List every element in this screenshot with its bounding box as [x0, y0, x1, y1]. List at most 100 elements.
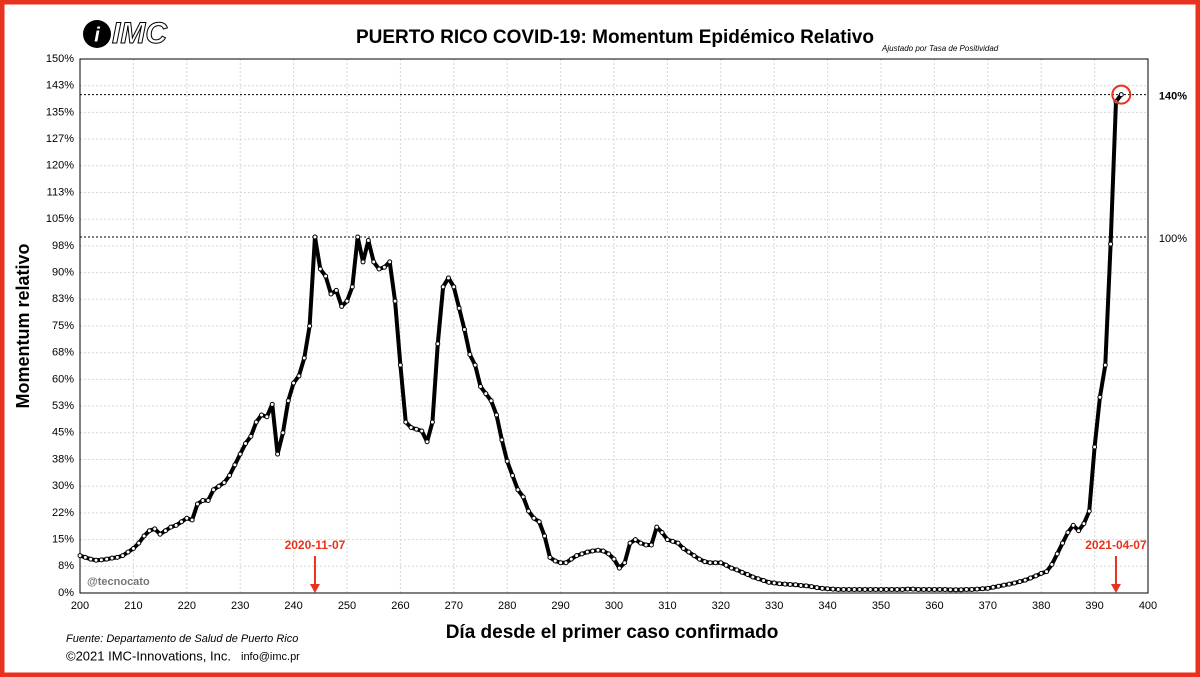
data-point: [547, 554, 553, 560]
data-point: [189, 517, 195, 523]
data-point: [600, 548, 606, 554]
x-tick-label: 390: [1085, 600, 1103, 612]
data-point: [1086, 508, 1092, 514]
data-point: [862, 586, 868, 592]
x-tick-label: 230: [231, 600, 249, 612]
data-point: [451, 284, 457, 290]
data-point: [910, 586, 916, 592]
data-point: [798, 583, 804, 589]
data-point: [344, 298, 350, 304]
data-point: [787, 581, 793, 587]
chart-subtitle: Ajustado por Tasa de Positividad: [881, 44, 999, 53]
x-tick-label: 360: [925, 600, 943, 612]
data-point: [670, 538, 676, 544]
y-tick-label: 68%: [52, 347, 74, 359]
data-point: [120, 553, 126, 559]
data-point: [1081, 521, 1087, 527]
data-point: [809, 584, 815, 590]
data-point: [782, 581, 788, 587]
data-point: [654, 524, 660, 530]
data-point: [739, 569, 745, 575]
data-point: [461, 327, 467, 333]
y-tick-label: 98%: [52, 240, 74, 252]
data-point: [526, 508, 532, 514]
data-point: [381, 264, 387, 270]
marker-arrowhead: [1110, 584, 1121, 593]
data-point: [974, 586, 980, 592]
x-tick-label: 280: [498, 600, 516, 612]
data-point: [1028, 575, 1034, 581]
data-point: [141, 533, 147, 539]
data-point: [499, 437, 505, 443]
data-point: [723, 562, 729, 568]
y-tick-label: 30%: [52, 480, 74, 492]
marker-label: 2020-11-07: [285, 538, 346, 552]
x-tick-label: 210: [124, 600, 142, 612]
data-point: [745, 571, 750, 577]
data-point: [622, 560, 628, 566]
data-point: [931, 586, 937, 592]
data-point: [590, 548, 596, 554]
data-point: [98, 557, 104, 563]
data-point: [104, 556, 110, 562]
highlight-circle: [1111, 84, 1132, 105]
data-point: [494, 412, 500, 418]
y-tick-label: 150%: [46, 53, 74, 65]
data-point: [280, 430, 286, 436]
data-point: [227, 473, 233, 479]
data-point: [1022, 577, 1028, 583]
data-point: [483, 391, 489, 397]
data-point: [478, 384, 483, 390]
data-point: [675, 540, 681, 546]
data-point: [1006, 581, 1012, 587]
data-point: [1060, 540, 1066, 546]
data-point: [851, 586, 857, 592]
data-point: [232, 462, 238, 468]
data-point: [686, 549, 692, 555]
x-tick-label: 350: [872, 600, 890, 612]
data-point: [114, 554, 120, 560]
data-point: [995, 583, 1001, 589]
y-tick-label: 0%: [58, 587, 74, 599]
copyright: ©2021 IMC-Innovations, Inc.: [66, 648, 231, 663]
data-point: [259, 412, 265, 418]
data-point: [392, 298, 398, 304]
data-point: [216, 483, 222, 489]
x-tick-label: 290: [551, 600, 569, 612]
data-point: [237, 451, 243, 457]
data-point: [659, 529, 665, 535]
x-tick-label: 370: [979, 600, 997, 612]
data-point: [766, 579, 772, 585]
data-point: [1076, 528, 1082, 534]
data-point: [1038, 570, 1044, 576]
data-point: [371, 259, 377, 265]
data-point: [542, 533, 548, 539]
y-tick-label: 127%: [46, 133, 74, 145]
source: Fuente: Departamento de Salud de Puerto …: [66, 633, 298, 645]
data-point: [397, 362, 403, 368]
data-point: [1092, 444, 1098, 450]
data-point: [429, 419, 435, 425]
data-point: [194, 501, 200, 507]
y-tick-label: 90%: [52, 267, 74, 279]
data-point: [643, 542, 649, 548]
data-point: [269, 401, 275, 407]
data-point: [1070, 522, 1076, 528]
data-point: [638, 540, 644, 546]
data-point: [942, 586, 948, 592]
data-point: [456, 305, 462, 311]
data-point: [819, 585, 825, 591]
data-point: [857, 586, 863, 592]
data-point: [413, 426, 419, 432]
y-tick-label: 135%: [46, 106, 74, 118]
data-point: [157, 531, 163, 537]
data-point: [680, 546, 686, 551]
y-tick-label: 15%: [52, 534, 74, 546]
data-point: [835, 586, 841, 592]
x-tick-label: 240: [284, 600, 302, 612]
data-point: [979, 586, 985, 592]
data-point: [515, 487, 521, 493]
data-line: [79, 93, 1123, 592]
data-point: [403, 419, 409, 425]
